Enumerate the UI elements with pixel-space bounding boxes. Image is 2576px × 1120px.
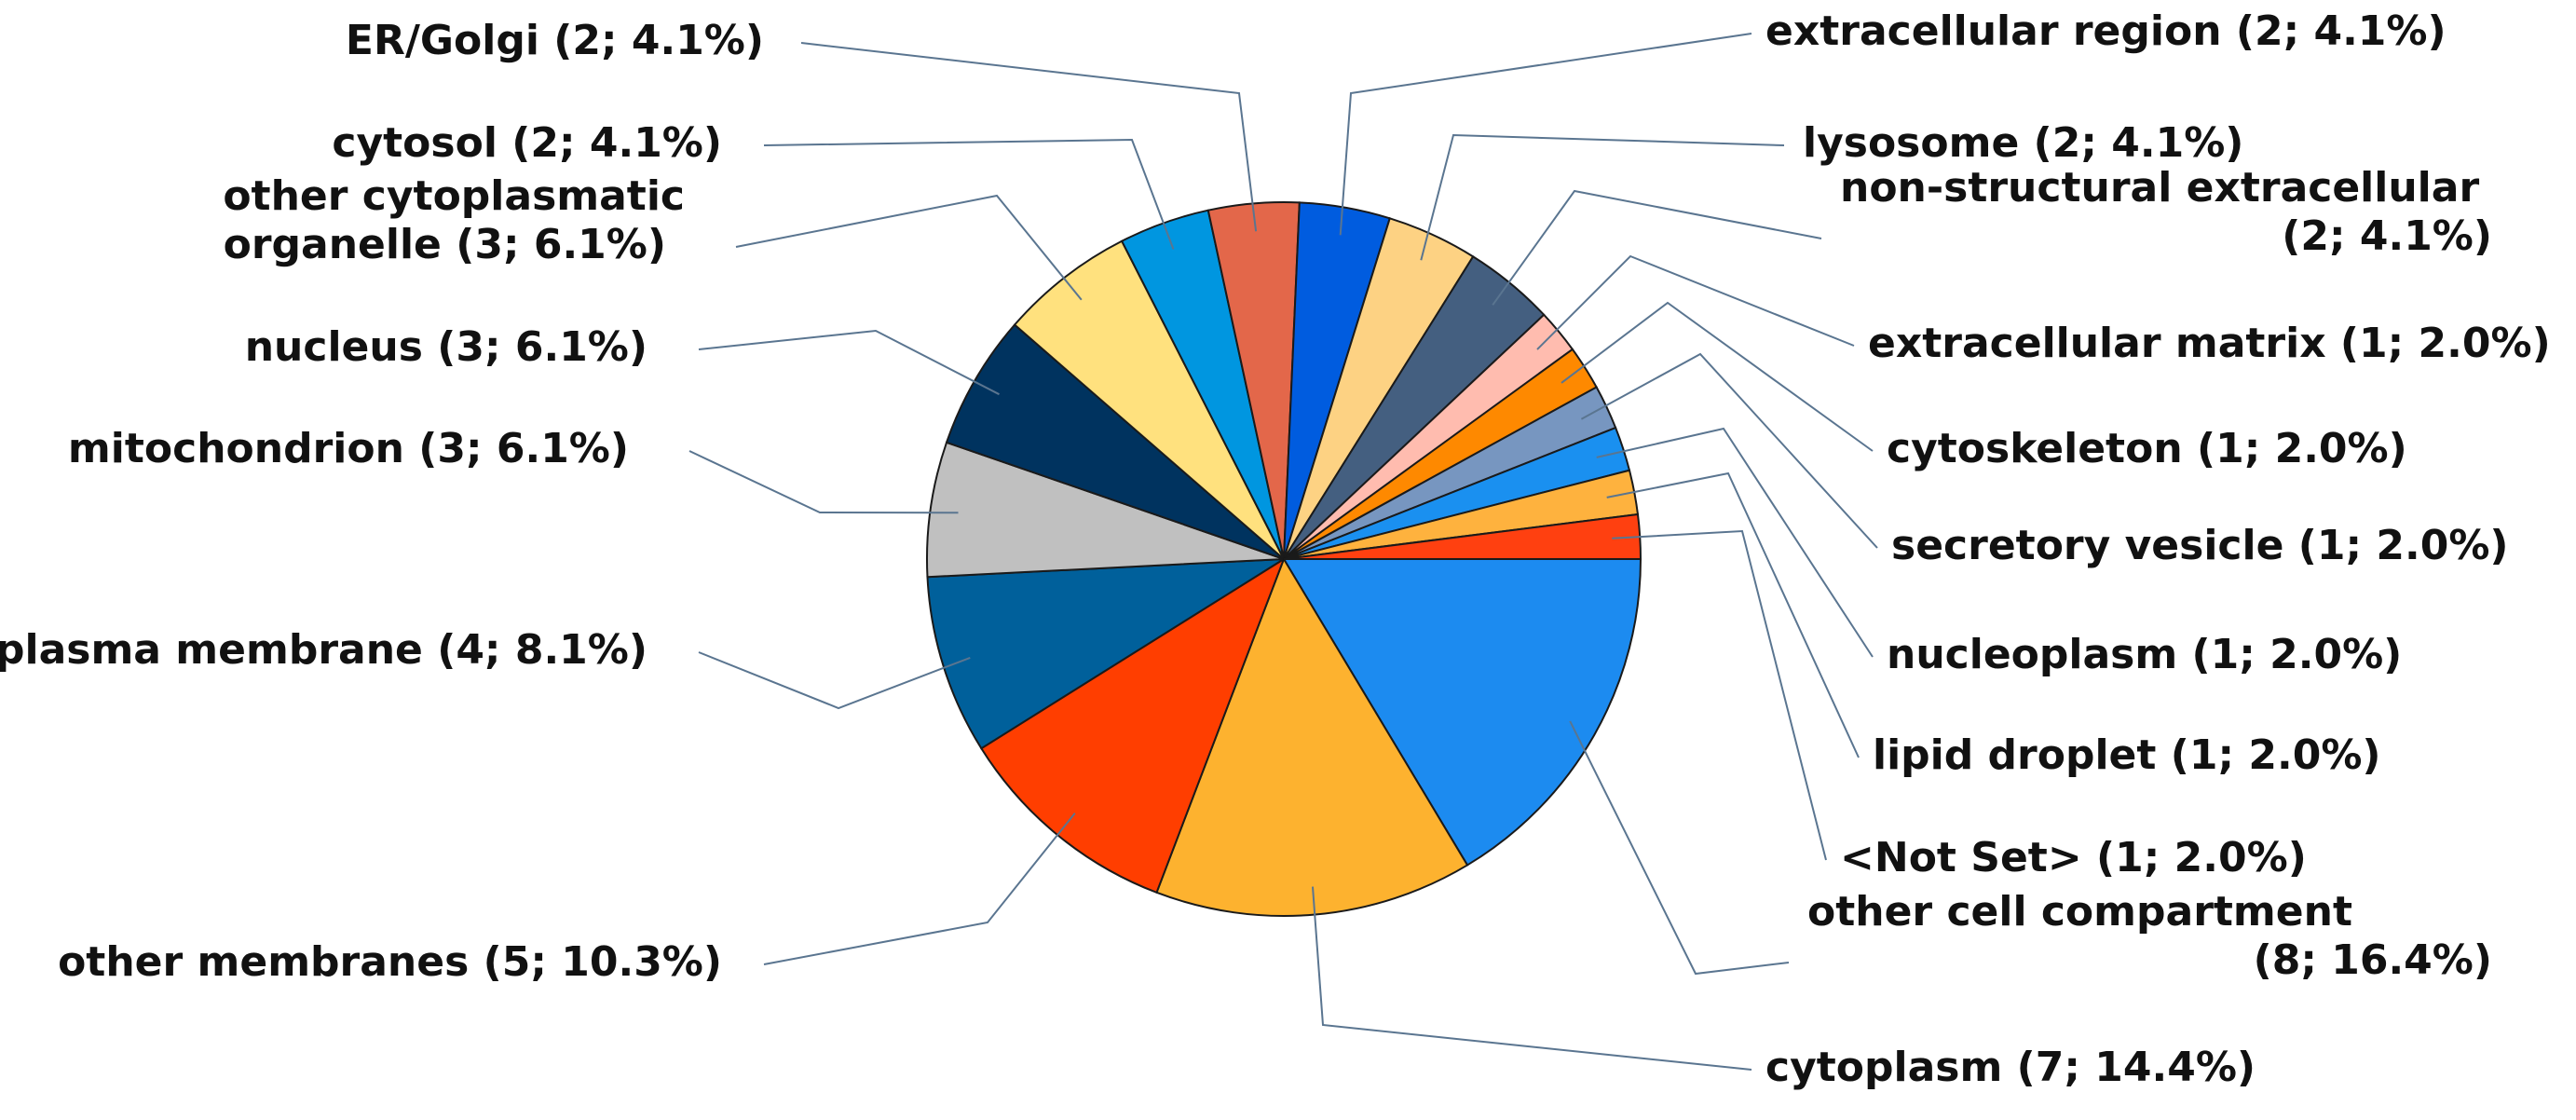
leader-line [1612,529,1827,861]
slice-label-line: (8; 16.4%) [2254,936,2492,984]
slice-label-line: nucleus (3; 6.1%) [245,323,647,371]
slice-label: ER/Golgi (2; 4.1%) [346,17,764,64]
slice-label-line: lysosome (2; 4.1%) [1803,119,2243,167]
leader-line [735,194,1083,301]
slice-label-line: other membranes (5; 10.3%) [58,938,722,986]
slice-label: secretory vesicle (1; 2.0%) [1891,522,2509,569]
leader-line [698,329,1000,396]
pie-slice [926,441,1285,579]
leader-line [698,651,971,710]
pie-slice [1282,558,1642,867]
slice-label: nucleoplasm (1; 2.0%) [1887,631,2402,678]
leader-line [1312,886,1752,1071]
pie-slice [945,323,1285,560]
leader-line [1339,33,1752,236]
slice-label: extracellular region (2; 4.1%) [1765,7,2447,55]
pie-slice [926,557,1288,750]
slice-label-line: <Not Set> (1; 2.0%) [1840,834,2307,881]
leader-line [1536,254,1855,350]
leader-line [1569,720,1790,976]
leader-line [1420,133,1785,261]
slice-label-line: non-structural extracellular [1840,164,2479,212]
slice-label-line: other cell compartment [1807,888,2352,936]
leader-line [688,450,959,514]
slice-label-line: organelle (3; 6.1%) [224,221,666,268]
slice-label-line: cytoskeleton (1; 2.0%) [1887,425,2407,472]
slice-label-line: cytoplasm (7; 14.4%) [1765,1044,2256,1091]
leader-line [800,42,1258,232]
slice-label-line: cytosol (2; 4.1%) [332,119,722,167]
leader-line [1596,427,1874,658]
slice-label: other cytoplasmatic organelle (3; 6.1%) [223,172,685,268]
leader-line [1580,352,1878,549]
slice-label-line: ER/Golgi (2; 4.1%) [346,17,764,64]
slice-label: nucleus (3; 6.1%) [245,323,647,371]
slice-label: cytosol (2; 4.1%) [332,119,722,167]
slice-label: other cell compartment (8; 16.4%) [1807,888,2492,984]
slice-label-line: (2; 4.1%) [2282,212,2492,260]
pie-slices [926,201,1642,917]
slice-label: cytoplasm (7; 14.4%) [1765,1044,2256,1091]
slice-label: mitochondrion (3; 6.1%) [68,425,629,472]
slice-labels: other cell compartment (8; 16.4%) cytoplas… [0,7,2551,1091]
slice-label-line: plasma membrane (4; 8.1%) [0,626,647,674]
slice-label: extracellular matrix (1; 2.0%) [1868,320,2551,367]
slice-label-line: other cytoplasmatic [223,172,685,220]
slice-label: lipid droplet (1; 2.0%) [1873,731,2381,779]
leader-lines [688,33,1878,1071]
slice-label-line: mitochondrion (3; 6.1%) [68,425,629,472]
slice-label-line: lipid droplet (1; 2.0%) [1873,731,2381,779]
slice-label-line: nucleoplasm (1; 2.0%) [1887,631,2402,678]
leader-line [763,138,1175,250]
slice-label-line: secretory vesicle (1; 2.0%) [1891,522,2509,569]
leader-line [1561,301,1874,452]
leader-line [763,813,1076,965]
slice-label: plasma membrane (4; 8.1%) [0,626,647,674]
slice-label: other membranes (5; 10.3%) [58,938,722,986]
slice-label: non-structural extracellular (2; 4.1%) [1840,164,2492,260]
slice-label: cytoskeleton (1; 2.0%) [1887,425,2407,472]
slice-label: lysosome (2; 4.1%) [1803,119,2243,167]
slice-label-line: extracellular region (2; 4.1%) [1765,7,2447,55]
leader-line [1492,189,1822,306]
slice-label: <Not Set> (1; 2.0%) [1840,834,2307,881]
slice-label-line: extracellular matrix (1; 2.0%) [1868,320,2551,367]
leader-line [1606,471,1860,758]
